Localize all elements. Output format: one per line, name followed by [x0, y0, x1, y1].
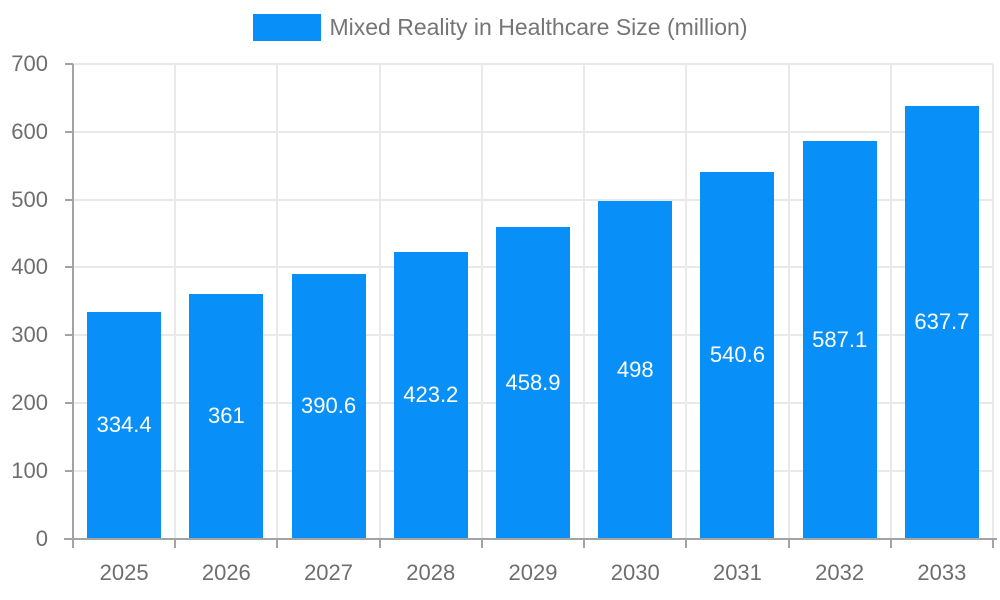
y-tick-label: 200: [11, 389, 48, 415]
x-tick-label: 2026: [201, 559, 251, 585]
bar: [598, 200, 673, 539]
bar-value-label: 423.2: [403, 382, 459, 408]
bar: [87, 311, 162, 539]
x-axis-tick: [276, 538, 279, 548]
y-axis-tick: [65, 334, 73, 337]
y-tick-label: 500: [11, 186, 48, 212]
x-axis-tick: [787, 538, 790, 548]
bar: [393, 251, 468, 539]
y-axis-tick: [65, 63, 73, 65]
v-gridline: [583, 64, 586, 539]
h-gridline: [73, 130, 993, 133]
y-axis-tick: [65, 130, 73, 133]
x-axis-tick: [378, 538, 381, 548]
x-axis-tick: [174, 538, 177, 548]
bar-value-label: 637.7: [914, 309, 970, 335]
bar-value-label: 458.9: [505, 369, 561, 395]
x-tick-label: 2028: [406, 559, 456, 585]
h-gridline: [73, 63, 993, 65]
legend[interactable]: Mixed Reality in Healthcare Size (millio…: [0, 14, 1000, 41]
y-tick-label: 100: [11, 457, 48, 483]
bar-value-label: 587.1: [812, 326, 868, 352]
x-tick-label: 2029: [508, 559, 558, 585]
v-gridline: [992, 64, 994, 539]
x-axis-tick: [992, 538, 994, 548]
y-axis-line: [72, 64, 74, 548]
y-tick-label: 400: [11, 254, 48, 280]
bar-value-label: 334.4: [96, 412, 152, 438]
x-axis-line: [64, 537, 997, 540]
v-gridline: [787, 64, 790, 539]
y-axis-tick: [65, 198, 73, 201]
x-axis-tick: [889, 538, 892, 548]
bar-value-label: 498: [616, 356, 654, 382]
x-tick-label: 2025: [99, 559, 149, 585]
bar: [291, 273, 366, 539]
x-axis-tick: [583, 538, 586, 548]
x-tick-label: 2030: [610, 559, 660, 585]
x-tick-label: 2027: [304, 559, 354, 585]
x-tick-label: 2031: [712, 559, 762, 585]
v-gridline: [889, 64, 892, 539]
y-axis-tick: [65, 266, 73, 269]
y-tick-label: 0: [35, 525, 48, 551]
bar: [496, 227, 570, 539]
v-gridline: [174, 64, 177, 539]
y-axis-tick: [65, 401, 73, 404]
legend-swatch-icon: [252, 14, 321, 41]
y-axis-tick: [65, 469, 73, 472]
bar: [700, 172, 775, 539]
y-tick-label: 300: [11, 322, 48, 348]
v-gridline: [378, 64, 381, 539]
v-gridline: [480, 64, 483, 539]
bar-value-label: 390.6: [301, 393, 357, 419]
x-axis-tick: [685, 538, 688, 548]
bar-value-label: 540.6: [709, 342, 765, 368]
y-tick-label: 600: [11, 118, 48, 144]
bar: [904, 106, 979, 539]
legend-label: Mixed Reality in Healthcare Size (millio…: [329, 14, 748, 40]
bar: [802, 140, 877, 539]
bar-value-label: 361: [207, 403, 245, 429]
y-tick-label: 700: [11, 51, 48, 76]
x-axis-tick: [480, 538, 483, 548]
v-gridline: [685, 64, 688, 539]
v-gridline: [276, 64, 279, 539]
x-tick-label: 2033: [917, 559, 967, 585]
h-gridline: [73, 198, 993, 201]
x-tick-label: 2032: [815, 559, 865, 585]
bar: [189, 293, 264, 539]
